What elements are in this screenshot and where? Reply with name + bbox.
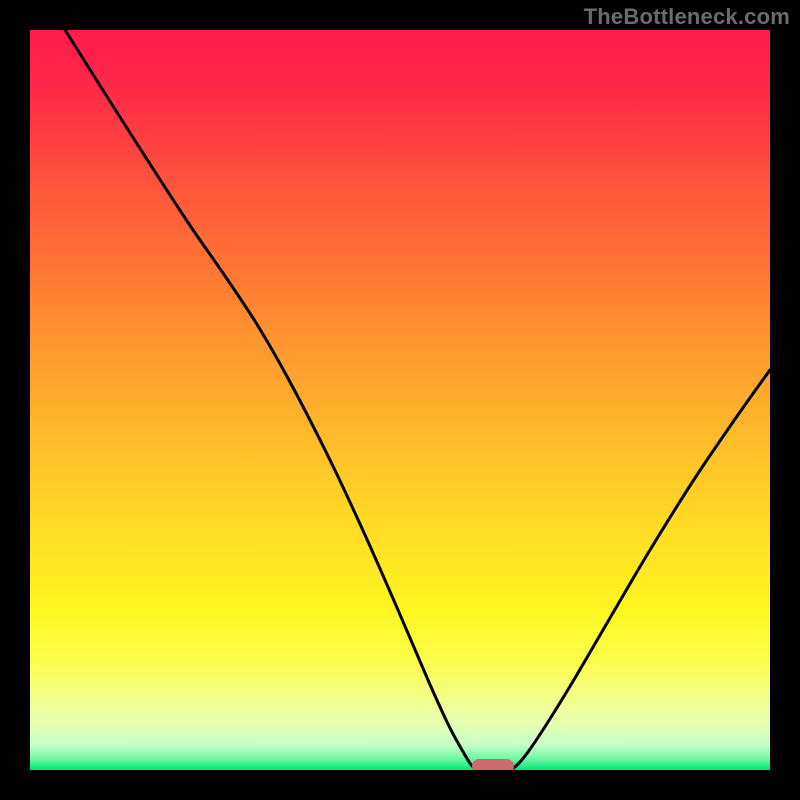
optimal-marker [472,759,514,770]
chart-frame: TheBottleneck.com [0,0,800,800]
bottleneck-chart [30,30,770,770]
gradient-background [30,30,770,770]
watermark-text: TheBottleneck.com [584,4,790,30]
